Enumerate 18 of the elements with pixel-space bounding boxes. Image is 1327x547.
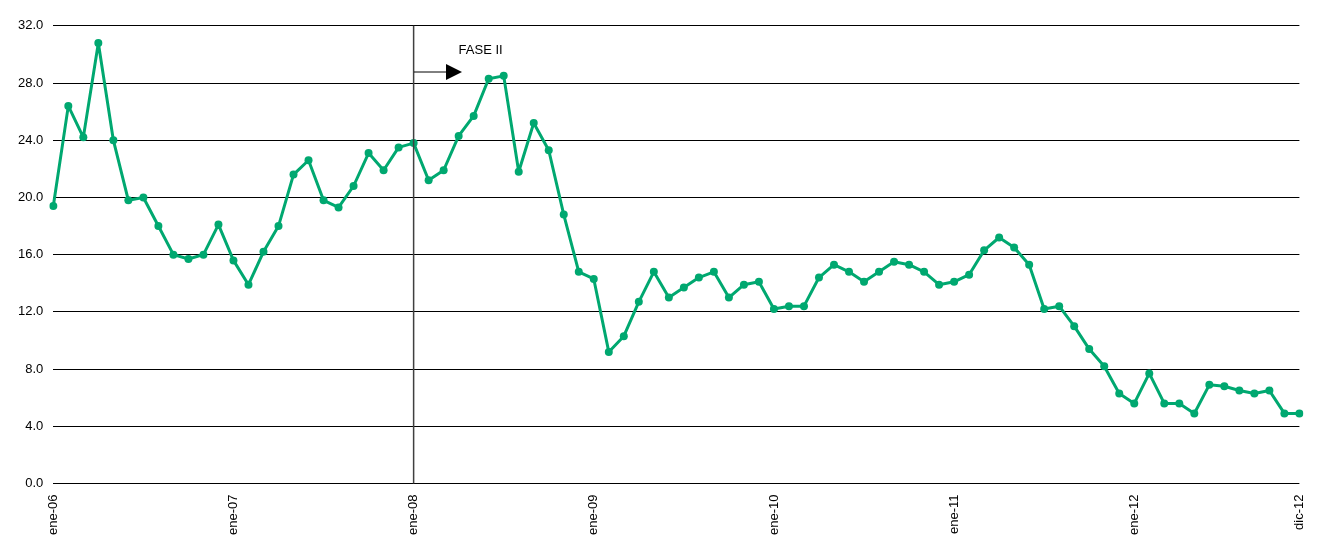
x-tick-label: ene-12 xyxy=(1125,494,1141,536)
y-tick-label: 4.0 xyxy=(25,417,44,433)
y-tick-label: 20.0 xyxy=(17,189,44,205)
y-tick-label: 12.0 xyxy=(17,303,44,319)
y-tick-label: 0.0 xyxy=(25,475,44,491)
x-tick-label: ene-09 xyxy=(585,494,601,536)
x-tick-label: ene-10 xyxy=(765,494,781,536)
y-tick-label: 28.0 xyxy=(17,74,44,90)
x-tick-label: ene-07 xyxy=(225,494,241,536)
x-tick-label: ene-11 xyxy=(945,494,961,535)
x-tick-label: ene-06 xyxy=(44,494,60,536)
annotation: FASE II xyxy=(458,41,503,57)
y-tick-label: 8.0 xyxy=(25,360,44,376)
y-tick-label: 32.0 xyxy=(17,17,44,33)
y-tick-label: 24.0 xyxy=(17,131,44,147)
y-tick-label: 16.0 xyxy=(17,246,44,262)
x-tick-label: dic-12 xyxy=(1290,494,1306,530)
x-tick-label: ene-08 xyxy=(405,494,421,536)
